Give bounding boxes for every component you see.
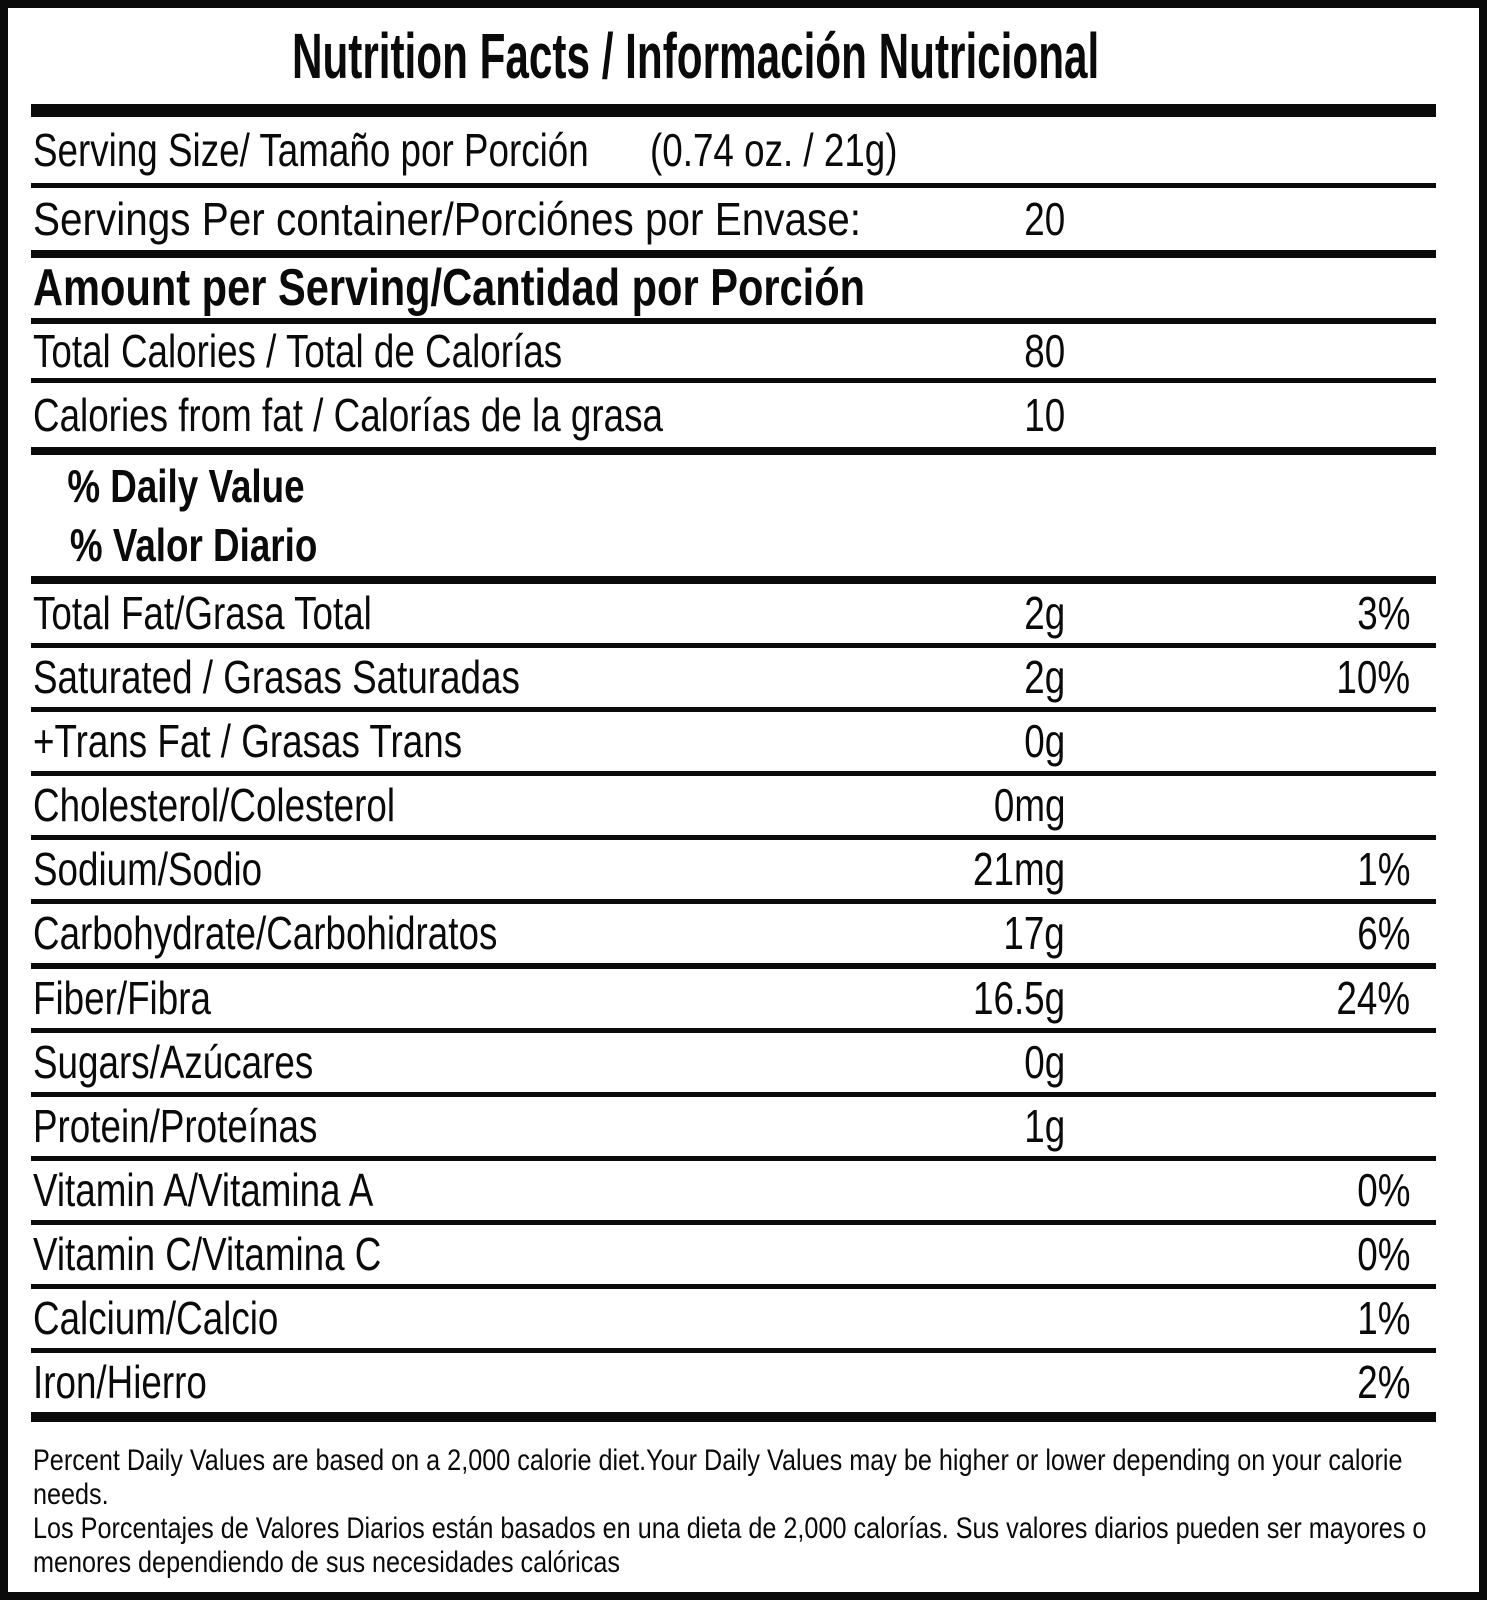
row-divider	[31, 707, 1436, 712]
row-divider	[31, 378, 1436, 383]
serving-size-label: Serving Size/ Tamaño por Porción	[33, 124, 589, 176]
footnotes: Percent Daily Values are based on a 2,00…	[33, 1422, 1449, 1580]
nutrient-label: Sodium/Sodio	[33, 843, 263, 895]
nutrient-row-sugars: Sugars/Azúcares 0g	[8, 1033, 1479, 1092]
daily-value-header-es-row: % Valor Diario	[8, 516, 1479, 575]
nutrient-label: Total Fat/Grasa Total	[33, 587, 372, 639]
nutrient-daily-value: 1%	[1356, 843, 1410, 895]
servings-per-container-row: Servings Per container/Porciónes por Env…	[8, 188, 1479, 250]
nutrient-amount: 21mg	[972, 843, 1065, 895]
nutrient-row-cholesterol: Cholesterol/Colesterol 0mg	[8, 776, 1479, 835]
daily-value-header-en-row: % Daily Value	[8, 457, 1479, 516]
total-calories-row: Total Calories / Total de Calorías 80	[8, 324, 1479, 378]
calories-from-fat-row: Calories from fat / Calorías de la grasa…	[8, 383, 1479, 447]
row-divider	[31, 835, 1436, 840]
nutrient-daily-value: 3%	[1356, 587, 1410, 639]
nutrient-label: Iron/Hierro	[33, 1356, 207, 1408]
row-divider	[31, 1348, 1436, 1353]
nutrient-daily-value: 10%	[1336, 651, 1410, 703]
nutrient-row-total-fat: Total Fat/Grasa Total 2g 3%	[8, 584, 1479, 643]
nutrient-row-fiber: Fiber/Fibra 16.5g 24%	[8, 969, 1479, 1028]
nutrient-daily-value: 0%	[1356, 1164, 1410, 1216]
serving-size-row: Serving Size/ Tamaño por Porción (0.74 o…	[8, 117, 1479, 183]
nutrient-label: Saturated / Grasas Saturadas	[33, 651, 520, 703]
nutrient-row-vitamin-c: Vitamin C/Vitamina C 0%	[8, 1225, 1479, 1284]
amount-per-serving-header: Amount per Serving/Cantidad por Porción	[33, 259, 866, 317]
calories-from-fat-label: Calories from fat / Calorías de la grasa	[33, 389, 663, 441]
nutrient-row-sodium: Sodium/Sodio 21mg 1%	[8, 840, 1479, 899]
nutrient-amount: 0mg	[993, 779, 1065, 831]
footnote-en: Percent Daily Values are based on a 2,00…	[33, 1444, 1403, 1511]
row-divider	[31, 963, 1436, 969]
footnote-es: Los Porcentajes de Valores Diarios están…	[33, 1512, 1427, 1579]
nutrient-row-trans-fat: +Trans Fat / Grasas Trans 0g	[8, 712, 1479, 771]
nutrient-amount: 0g	[1024, 715, 1065, 767]
nutrient-amount: 2g	[1024, 587, 1065, 639]
nutrient-amount: 0g	[1024, 1036, 1065, 1088]
servings-per-container-value: 20	[1024, 193, 1065, 245]
nutrient-amount: 16.5g	[972, 972, 1065, 1024]
row-divider	[31, 771, 1436, 776]
amount-per-serving-header-row: Amount per Serving/Cantidad por Porción	[8, 258, 1479, 318]
nutrient-row-carbohydrate: Carbohydrate/Carbohidratos 17g 6%	[8, 904, 1479, 963]
section-divider	[31, 250, 1436, 258]
nutrient-amount: 2g	[1024, 651, 1065, 703]
title-divider-bar	[31, 104, 1436, 117]
servings-per-container-label: Servings Per container/Porciónes por Env…	[33, 193, 862, 245]
nutrient-label: Sugars/Azúcares	[33, 1036, 314, 1088]
nutrient-label: Cholesterol/Colesterol	[33, 779, 396, 831]
row-divider	[31, 899, 1436, 904]
nutrient-row-protein: Protein/Proteínas 1g	[8, 1097, 1479, 1156]
nutrient-row-calcium: Calcium/Calcio 1%	[8, 1289, 1479, 1348]
row-divider	[31, 1092, 1436, 1097]
nutrient-daily-value: 2%	[1356, 1356, 1410, 1408]
total-calories-label: Total Calories / Total de Calorías	[33, 325, 563, 377]
nutrient-label: Carbohydrate/Carbohidratos	[33, 907, 498, 959]
section-divider	[31, 576, 1436, 584]
nutrient-amount: 1g	[1024, 1100, 1065, 1152]
nutrient-label: Fiber/Fibra	[33, 972, 211, 1024]
row-divider	[31, 318, 1436, 324]
row-divider	[31, 1028, 1436, 1033]
nutrient-label: Calcium/Calcio	[33, 1292, 279, 1344]
daily-value-header-es: % Valor Diario	[69, 519, 318, 571]
row-divider	[31, 183, 1436, 188]
calories-from-fat-value: 10	[1024, 389, 1065, 441]
nutrient-label: Vitamin A/Vitamina A	[33, 1164, 374, 1216]
nutrient-label: Protein/Proteínas	[33, 1100, 318, 1152]
label-title: Nutrition Facts / Información Nutriciona…	[292, 20, 1100, 92]
nutrient-daily-value: 6%	[1356, 907, 1410, 959]
nutrient-label: Vitamin C/Vitamina C	[33, 1228, 382, 1280]
nutrient-label: +Trans Fat / Grasas Trans	[33, 715, 463, 767]
serving-size-value: (0.74 oz. / 21g)	[650, 124, 898, 176]
row-divider	[31, 1284, 1436, 1289]
footer-divider	[31, 1412, 1436, 1422]
total-calories-value: 80	[1024, 325, 1065, 377]
nutrient-daily-value: 1%	[1356, 1292, 1410, 1344]
label-title-row: Nutrition Facts / Información Nutriciona…	[8, 8, 1479, 104]
row-divider	[31, 643, 1436, 648]
nutrient-row-vitamin-a: Vitamin A/Vitamina A 0%	[8, 1161, 1479, 1220]
nutrient-daily-value: 24%	[1336, 972, 1410, 1024]
nutrient-row-saturated-fat: Saturated / Grasas Saturadas 2g 10%	[8, 648, 1479, 707]
nutrient-daily-value: 0%	[1356, 1228, 1410, 1280]
section-divider	[31, 447, 1436, 455]
row-divider	[31, 1156, 1436, 1161]
row-divider	[31, 1220, 1436, 1225]
daily-value-header-en: % Daily Value	[67, 460, 305, 512]
nutrient-row-iron: Iron/Hierro 2%	[8, 1353, 1479, 1412]
nutrient-amount: 17g	[1003, 907, 1065, 959]
daily-value-header-block: % Daily Value % Valor Diario	[8, 455, 1479, 576]
